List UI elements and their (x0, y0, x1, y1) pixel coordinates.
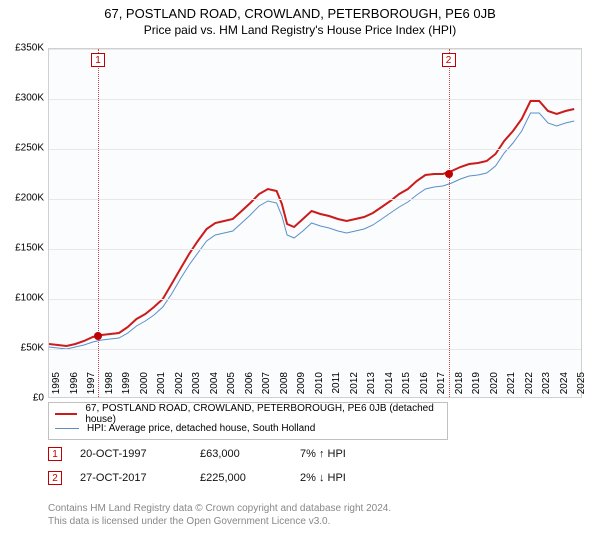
marker-id-box: 2 (48, 471, 62, 485)
x-axis-label: 2014 (384, 372, 395, 402)
marker-box: 1 (91, 53, 105, 67)
x-axis-label: 2022 (524, 372, 535, 402)
marker-price: £225,000 (200, 472, 300, 484)
x-axis-label: 1996 (69, 372, 80, 402)
chart-subtitle: Price paid vs. HM Land Registry's House … (0, 21, 600, 37)
marker-box: 2 (442, 53, 456, 67)
x-axis-label: 1998 (104, 372, 115, 402)
gridline-h (49, 99, 581, 100)
x-axis-label: 2012 (349, 372, 360, 402)
y-axis-label: £200K (4, 193, 44, 204)
x-axis-label: 2010 (314, 372, 325, 402)
x-axis-label: 2002 (174, 372, 185, 402)
gridline-h (49, 299, 581, 300)
x-axis-label: 2011 (331, 372, 342, 402)
marker-dot (445, 170, 453, 178)
legend-item: 67, POSTLAND ROAD, CROWLAND, PETERBOROUG… (55, 407, 441, 421)
y-axis-label: £50K (4, 343, 44, 354)
chart-container: 67, POSTLAND ROAD, CROWLAND, PETERBOROUG… (0, 0, 600, 560)
x-axis-label: 1995 (51, 372, 62, 402)
y-axis-label: £300K (4, 93, 44, 104)
y-axis-label: £100K (4, 293, 44, 304)
x-axis-label: 2007 (261, 372, 272, 402)
marker-delta: 7% ↑ HPI (300, 448, 400, 460)
x-axis-label: 2023 (541, 372, 552, 402)
x-axis-label: 2005 (226, 372, 237, 402)
y-axis-label: £0 (4, 393, 44, 404)
x-axis-label: 2013 (366, 372, 377, 402)
x-axis-label: 2017 (436, 372, 447, 402)
legend-swatch (55, 413, 77, 415)
footer-line2: This data is licensed under the Open Gov… (48, 515, 578, 528)
y-axis-label: £150K (4, 243, 44, 254)
marker-date: 20-OCT-1997 (80, 448, 200, 460)
gridline-h (49, 349, 581, 350)
x-axis-label: 1997 (86, 372, 97, 402)
x-axis-label: 2020 (489, 372, 500, 402)
x-axis-label: 2003 (191, 372, 202, 402)
gridline-h (49, 199, 581, 200)
marker-line (98, 49, 99, 397)
gridline-h (49, 49, 581, 50)
chart-title: 67, POSTLAND ROAD, CROWLAND, PETERBOROUG… (0, 0, 600, 21)
marker-price: £63,000 (200, 448, 300, 460)
marker-table: 1 20-OCT-1997£63,0007% ↑ HPI 2 27-OCT-2017£… (48, 442, 578, 490)
x-axis-label: 2025 (576, 372, 587, 402)
footer-line1: Contains HM Land Registry data © Crown c… (48, 502, 578, 515)
x-axis-label: 2008 (279, 372, 290, 402)
x-axis-label: 2000 (139, 372, 150, 402)
marker-dot (94, 332, 102, 340)
marker-table-row: 1 20-OCT-1997£63,0007% ↑ HPI (48, 442, 578, 466)
x-axis-label: 2004 (209, 372, 220, 402)
marker-delta: 2% ↓ HPI (300, 472, 400, 484)
x-axis-label: 2015 (401, 372, 412, 402)
x-axis-label: 2016 (419, 372, 430, 402)
gridline-h (49, 149, 581, 150)
x-axis-label: 2001 (156, 372, 167, 402)
marker-line (449, 49, 450, 397)
x-axis-label: 2006 (244, 372, 255, 402)
footer-attribution: Contains HM Land Registry data © Crown c… (48, 502, 578, 528)
legend-label: HPI: Average price, detached house, Sout… (87, 423, 315, 434)
x-axis-label: 2021 (506, 372, 517, 402)
x-axis-label: 2009 (296, 372, 307, 402)
x-axis-label: 2018 (454, 372, 465, 402)
legend-swatch (55, 428, 79, 429)
chart-area: 12 £0£50K£100K£150K£200K£250K£300K£350K1… (48, 48, 582, 398)
x-axis-label: 2019 (471, 372, 482, 402)
y-axis-label: £350K (4, 43, 44, 54)
y-axis-label: £250K (4, 143, 44, 154)
x-axis-label: 1999 (121, 372, 132, 402)
x-axis-label: 2024 (559, 372, 570, 402)
marker-date: 27-OCT-2017 (80, 472, 200, 484)
marker-table-row: 2 27-OCT-2017£225,0002% ↓ HPI (48, 466, 578, 490)
line-series-svg (49, 49, 583, 399)
gridline-h (49, 249, 581, 250)
marker-id-box: 1 (48, 447, 62, 461)
legend: 67, POSTLAND ROAD, CROWLAND, PETERBOROUG… (48, 402, 448, 440)
plot-region: 12 (48, 48, 582, 398)
